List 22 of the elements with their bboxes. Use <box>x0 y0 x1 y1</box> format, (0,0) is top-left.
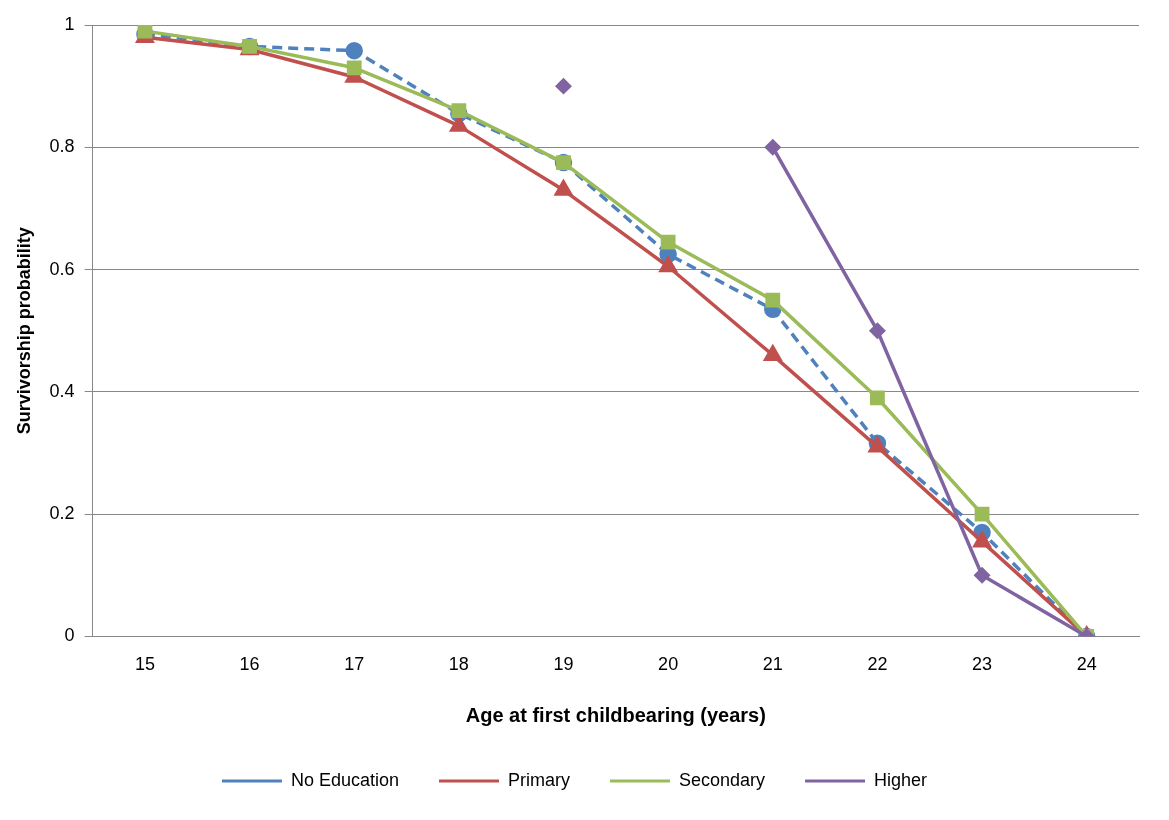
x-tick-label: 15 <box>134 654 155 675</box>
legend-label: Primary <box>508 769 570 790</box>
x-tick-label: 20 <box>658 654 679 675</box>
legend-label: No Education <box>290 769 399 790</box>
legend-label: Higher <box>874 769 928 790</box>
x-tick-label: 19 <box>553 654 574 675</box>
x-tick-label: 16 <box>239 654 260 675</box>
x-tick-label: 21 <box>762 654 783 675</box>
y-tick-label: 0.2 <box>49 503 75 524</box>
x-tick-label: 23 <box>972 654 993 675</box>
y-tick-label: 1 <box>64 13 75 34</box>
x-tick-label: 18 <box>448 654 469 675</box>
y-tick-label: 0.6 <box>49 258 75 279</box>
x-axis-title: Age at first childbearing (years) <box>465 703 766 726</box>
x-tick-label: 24 <box>1076 654 1097 675</box>
legend-label: Secondary <box>679 769 766 790</box>
y-tick-label: 0.4 <box>49 380 75 401</box>
x-tick-label: 17 <box>344 654 365 675</box>
y-tick-label: 0 <box>64 625 75 646</box>
y-tick-label: 0.8 <box>49 136 75 157</box>
x-tick-label: 22 <box>867 654 888 675</box>
y-axis-title: Survivorship probability <box>13 227 34 435</box>
